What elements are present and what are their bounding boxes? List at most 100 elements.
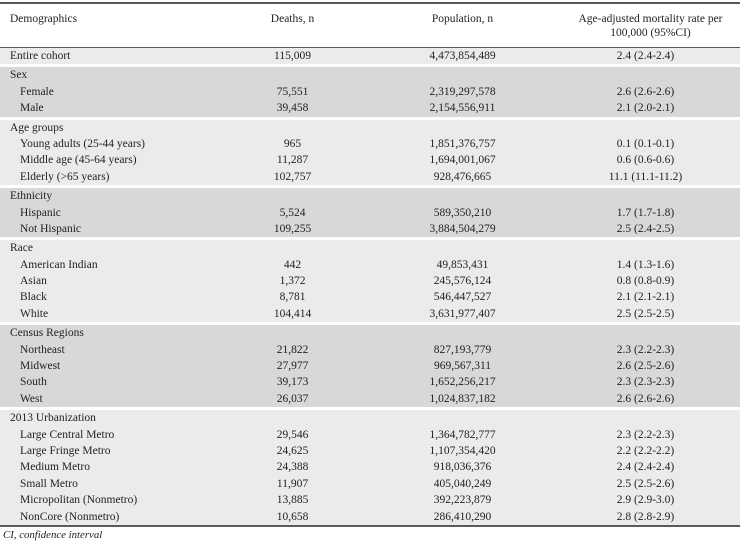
cell-population: 1,364,782,777	[429, 428, 496, 441]
cell-demographic: White	[20, 307, 49, 320]
cell-population: 2,319,297,578	[429, 85, 496, 98]
cell-demographic: Entire cohort	[10, 50, 71, 62]
cell-mortality-rate: 2.6 (2.6-2.6)	[616, 392, 675, 405]
group-2013-urbanization: 2013 Urbanization Large Central Metro 29,5…	[0, 410, 740, 525]
cell-mortality-rate: 0.6 (0.6-0.6)	[616, 154, 675, 167]
cell-deaths: 13,885	[276, 494, 309, 507]
table-row-white: White 104,414 3,631,977,407 2.5 (2.5-2.5)	[0, 306, 740, 322]
cell-demographic: Female	[20, 85, 54, 98]
table-row-female: Female 75,551 2,319,297,578 2.6 (2.6-2.6)	[0, 84, 740, 100]
empty-cell	[565, 188, 740, 204]
cell-mortality-rate: 1.4 (1.3-1.6)	[616, 258, 675, 271]
table-row-black: Black 8,781 546,447,527 2.1 (2.1-2.1)	[0, 289, 740, 305]
empty-cell	[360, 325, 565, 341]
column-header-deaths: Deaths, n	[270, 13, 315, 25]
table-header-row: Demographics Deaths, n Population, n Age…	[0, 4, 740, 48]
table-row-american-indian: American Indian 442 49,853,431 1.4 (1.3-1.6…	[0, 257, 740, 273]
table-row-not-hispanic: Not Hispanic 109,255 3,884,504,279 2.5 (2.4…	[0, 221, 740, 237]
table-row-midwest: Midwest 27,977 969,567,311 2.6 (2.5-2.6)	[0, 358, 740, 374]
table-row-micropolitan-nonmetro: Micropolitan (Nonmetro) 13,885 392,223,879…	[0, 492, 740, 508]
group-label: Ethnicity	[10, 190, 53, 203]
empty-cell	[360, 67, 565, 83]
cell-mortality-rate: 2.1 (2.0-2.1)	[616, 102, 675, 115]
cell-demographic: NonCore (Nonmetro)	[20, 510, 120, 523]
cell-demographic: Asian	[20, 275, 47, 288]
table-row-middle-age-45-64-years: Middle age (45-64 years) 11,287 1,694,001,…	[0, 152, 740, 168]
table-row-west: West 26,037 1,024,837,182 2.6 (2.6-2.6)	[0, 391, 740, 407]
group-label-row: 2013 Urbanization	[0, 410, 740, 426]
cell-demographic: Not Hispanic	[20, 222, 82, 235]
cell-population: 405,040,249	[433, 477, 492, 490]
cell-mortality-rate: 2.5 (2.5-2.5)	[616, 307, 675, 320]
table-row-male: Male 39,458 2,154,556,911 2.1 (2.0-2.1)	[0, 100, 740, 116]
cell-population: 918,036,376	[433, 461, 492, 474]
cell-deaths: 39,173	[276, 376, 309, 389]
cell-population: 3,631,977,407	[429, 307, 496, 320]
group-label: Age groups	[10, 121, 64, 134]
group-race: Race American Indian 442 49,853,431 1.4 (1.3…	[0, 240, 740, 323]
cell-demographic: Medium Metro	[20, 461, 90, 474]
empty-cell	[360, 240, 565, 256]
cell-demographic: Small Metro	[20, 477, 78, 490]
cell-population: 827,193,779	[433, 343, 492, 356]
table-row-small-metro: Small Metro 11,907 405,040,249 2.5 (2.5-2.6…	[0, 476, 740, 492]
cell-population: 4,473,854,489	[429, 50, 496, 62]
cell-deaths: 29,546	[276, 428, 309, 441]
group-age-groups: Age groups Young adults (25-44 years) 965 1…	[0, 119, 740, 186]
table-body: Entire cohort 115,009 4,473,854,489 2.4 (2.…	[0, 48, 740, 525]
cell-demographic: Micropolitan (Nonmetro)	[20, 494, 138, 507]
table-row-northeast: Northeast 21,822 827,193,779 2.3 (2.2-2.3)	[0, 342, 740, 358]
cell-deaths: 10,658	[276, 510, 309, 523]
empty-cell	[360, 120, 565, 136]
empty-cell	[225, 188, 360, 204]
cell-demographic: Northeast	[20, 343, 65, 356]
cell-mortality-rate: 2.9 (2.9-3.0)	[616, 494, 675, 507]
cell-demographic: West	[20, 392, 43, 405]
cell-mortality-rate: 2.3 (2.2-2.3)	[616, 428, 675, 441]
cell-deaths: 1,372	[279, 275, 306, 288]
cell-mortality-rate: 2.3 (2.3-2.3)	[616, 376, 675, 389]
empty-cell	[225, 67, 360, 83]
cell-deaths: 11,907	[276, 477, 309, 490]
empty-cell	[225, 410, 360, 426]
cell-population: 245,576,124	[433, 275, 492, 288]
table-top-rule	[0, 2, 740, 4]
cell-deaths: 27,977	[276, 360, 309, 373]
cell-population: 1,851,376,757	[429, 137, 496, 150]
empty-cell	[565, 240, 740, 256]
cell-demographic: Midwest	[20, 360, 61, 373]
cell-mortality-rate: 2.4 (2.4-2.4)	[616, 461, 675, 474]
group-label-row: Race	[0, 240, 740, 256]
cell-mortality-rate: 2.2 (2.2-2.2)	[616, 444, 675, 457]
cell-deaths: 965	[283, 137, 302, 150]
group-census-regions: Census Regions Northeast 21,822 827,193,779…	[0, 325, 740, 408]
cell-population: 1,694,001,067	[429, 154, 496, 167]
cell-mortality-rate: 2.1 (2.1-2.1)	[616, 291, 675, 304]
cell-mortality-rate: 11.1 (11.1-11.2)	[608, 170, 683, 183]
cell-deaths: 8,781	[279, 291, 306, 304]
table-footnote: CI, confidence interval	[3, 528, 103, 541]
cell-population: 546,447,527	[433, 291, 492, 304]
table-row-asian: Asian 1,372 245,576,124 0.8 (0.8-0.9)	[0, 273, 740, 289]
cell-deaths: 21,822	[276, 343, 309, 356]
cell-mortality-rate: 0.8 (0.8-0.9)	[616, 275, 675, 288]
cell-demographic: Large Central Metro	[20, 428, 115, 441]
empty-cell	[565, 120, 740, 136]
empty-cell	[565, 325, 740, 341]
cell-population: 2,154,556,911	[429, 102, 496, 115]
column-header-demographics: Demographics	[10, 13, 78, 25]
group-label: Race	[10, 242, 33, 255]
cell-deaths: 39,458	[276, 102, 309, 115]
cell-mortality-rate: 2.6 (2.5-2.6)	[616, 360, 675, 373]
empty-cell	[225, 240, 360, 256]
cell-population: 392,223,879	[433, 494, 492, 507]
empty-cell	[360, 410, 565, 426]
cell-population: 1,652,256,217	[429, 376, 496, 389]
column-header-mortality-rate: Age-adjusted mortality rate per 100,000 …	[578, 13, 723, 39]
group-entire-cohort: Entire cohort 115,009 4,473,854,489 2.4 (2.…	[0, 48, 740, 65]
cell-demographic: Young adults (25-44 years)	[20, 137, 146, 150]
cell-mortality-rate: 0.1 (0.1-0.1)	[616, 137, 675, 150]
table-row-young-adults-25-44-years: Young adults (25-44 years) 965 1,851,376,7…	[0, 136, 740, 152]
group-sex: Sex Female 75,551 2,319,297,578 2.6 (2.6-2.6…	[0, 67, 740, 117]
